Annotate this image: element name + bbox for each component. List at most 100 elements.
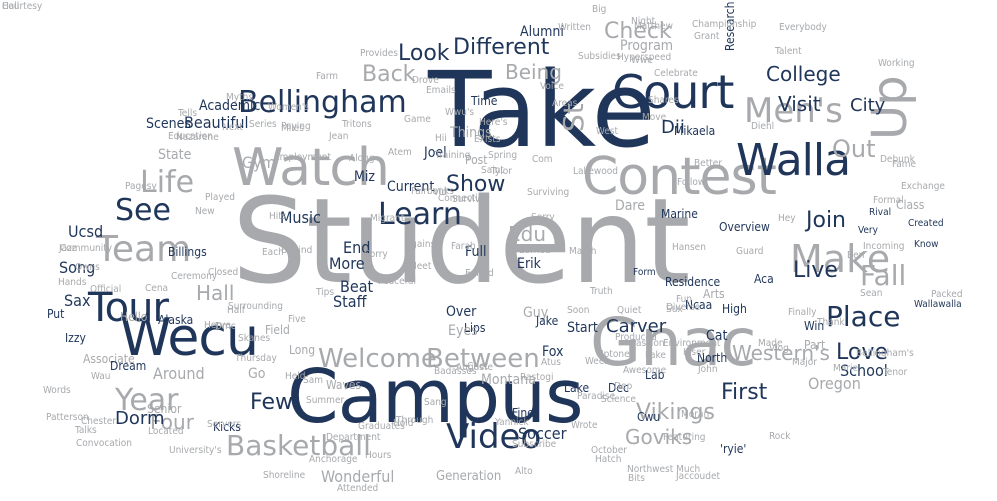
word-first: First — [721, 380, 768, 405]
word-surrounding: Surrounding — [228, 301, 283, 312]
word-wecu: Wecu — [120, 308, 259, 368]
word-alumni: Alumni — [520, 24, 564, 40]
word-associate: Associate — [83, 352, 135, 366]
word-contest: Contest — [582, 147, 777, 207]
word-edited: Edited — [465, 268, 494, 279]
word-alaska: Alaska — [158, 313, 194, 327]
word-located: Located — [148, 426, 184, 437]
word-big: Big — [592, 4, 607, 15]
word-john: John — [698, 364, 718, 375]
word-skanes: Skanes — [238, 333, 271, 344]
word-lake: Lake — [645, 350, 666, 361]
word-chester: Chester — [81, 416, 116, 427]
word-fairbanks: Fairbanks — [411, 186, 454, 197]
word-marie: Marie — [833, 363, 859, 374]
word-talks: Talks — [75, 425, 97, 436]
word-ncaa: Ncaa — [685, 298, 713, 312]
word-tells: Tells — [178, 108, 198, 119]
word-sean: Sean — [860, 288, 883, 299]
word-atus: Atus — [541, 357, 561, 368]
word-time: Time — [471, 94, 498, 108]
word-lips: Lips — [464, 321, 486, 335]
word-hours: Hours — [365, 450, 392, 461]
word-meet: Meet — [409, 261, 432, 272]
word-hold: Hold — [393, 418, 414, 429]
word-guy: Guy — [523, 305, 549, 321]
word-program: Program — [620, 38, 674, 54]
word-wallawalla: Wallawalla — [914, 299, 962, 310]
word-new: New — [195, 206, 215, 217]
word-miles: Miles — [281, 123, 304, 134]
word-truth: Truth — [590, 286, 613, 297]
word-match: Match — [569, 246, 597, 257]
word-soccer: Soccer — [518, 424, 567, 443]
word-subscribe: Subscribe — [512, 439, 557, 450]
word-championship: Championship — [692, 19, 757, 30]
word-game: Game — [404, 114, 431, 125]
word-night: Night — [631, 16, 656, 27]
word-emails: Emails — [426, 85, 456, 96]
word-vid: Vid — [433, 187, 448, 198]
word-tenor: Tenor — [883, 367, 908, 378]
word-different: Different — [453, 35, 550, 60]
word-thank: Thank — [817, 317, 845, 328]
word-high: High — [722, 302, 747, 316]
word-miz: Miz — [354, 169, 375, 185]
word-welcome: Welcome — [318, 344, 437, 374]
word-shares: Shares — [648, 95, 679, 106]
word-migrant: Migrant — [370, 213, 405, 224]
word-being: Being — [505, 60, 562, 84]
word-yannick: Yannick — [495, 417, 529, 428]
word-summer: Summer — [306, 395, 345, 406]
word-follow: Follow — [677, 177, 706, 188]
word-soon: Soon — [567, 305, 590, 316]
word-fall: Fall — [860, 259, 907, 292]
word-put: Put — [47, 307, 65, 321]
word-farah: Farah — [451, 241, 476, 252]
word-myths: Myths — [226, 92, 254, 103]
word-field: Field — [265, 323, 290, 337]
word-hansen: Hansen — [672, 242, 706, 253]
word-badasses: Badasses — [434, 366, 477, 377]
word-hello: Hello — [120, 310, 148, 324]
word-check: Check — [604, 19, 672, 44]
word-through: Through — [396, 415, 434, 426]
word-start: Start — [567, 320, 598, 336]
word-campus: Campus — [287, 354, 584, 440]
word-areas: Areas — [552, 98, 578, 109]
word-billings: Billings — [168, 245, 207, 259]
word-west: West — [596, 126, 619, 137]
word-tips: Tips — [316, 287, 335, 298]
word-official: Official — [90, 284, 122, 295]
word-nazarene: Nazarene — [176, 132, 219, 143]
word-closed: Closed — [208, 267, 239, 278]
word-arts: Arts — [703, 287, 725, 301]
word-basketball: Basketball — [226, 429, 371, 462]
word-jake: Jake — [536, 314, 559, 328]
word-major: Major — [792, 357, 817, 368]
word-made: Made — [758, 338, 783, 349]
word-bellingham-s: Bellingham's — [856, 348, 914, 359]
word-ceremony: Ceremony — [171, 271, 218, 282]
word-north: North — [697, 351, 728, 365]
word-music: Music — [280, 208, 321, 227]
word-peaceful: Peaceful — [378, 276, 416, 287]
word-montana: Montana — [481, 372, 536, 388]
word-wrote: Wrote — [571, 420, 598, 431]
word-hatch: Hatch — [595, 454, 622, 465]
word-few: Few — [250, 390, 293, 415]
word-dii: Dii — [661, 117, 685, 138]
word-learn: Learn — [378, 197, 462, 232]
word-community: Community — [60, 243, 113, 254]
word-hyperspeed: Hyperspeed — [617, 52, 672, 63]
word-watch: Watch — [232, 138, 390, 198]
word-graduates: Graduates — [358, 421, 405, 432]
word-pagesy: Pagesy — [125, 181, 157, 192]
word-wonderful: Wonderful — [321, 467, 395, 486]
word-place: Place — [826, 300, 901, 333]
word-class: Class — [896, 198, 925, 212]
word-written: Written — [558, 22, 591, 33]
word-chet: Chet — [467, 361, 489, 372]
word-working: Working — [878, 58, 915, 69]
word-auguste: Auguste — [456, 362, 494, 373]
